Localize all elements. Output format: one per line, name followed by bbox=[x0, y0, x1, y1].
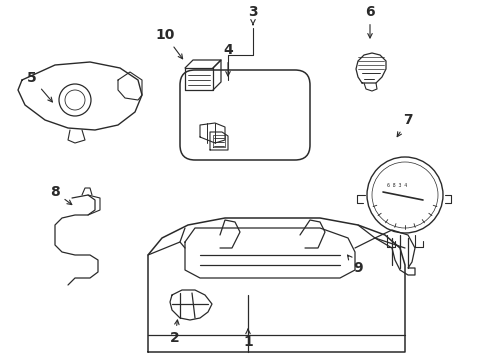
Text: 7: 7 bbox=[397, 113, 413, 137]
Text: 10: 10 bbox=[155, 28, 183, 59]
Text: 9: 9 bbox=[347, 255, 363, 275]
Text: 1: 1 bbox=[243, 329, 253, 349]
Text: 3: 3 bbox=[248, 5, 258, 24]
Text: 2: 2 bbox=[170, 320, 180, 345]
Text: 5: 5 bbox=[27, 71, 52, 102]
Text: 6: 6 bbox=[365, 5, 375, 38]
Text: 8: 8 bbox=[50, 185, 72, 204]
Text: 6 8 3 4: 6 8 3 4 bbox=[387, 183, 407, 188]
Text: 4: 4 bbox=[223, 43, 233, 76]
